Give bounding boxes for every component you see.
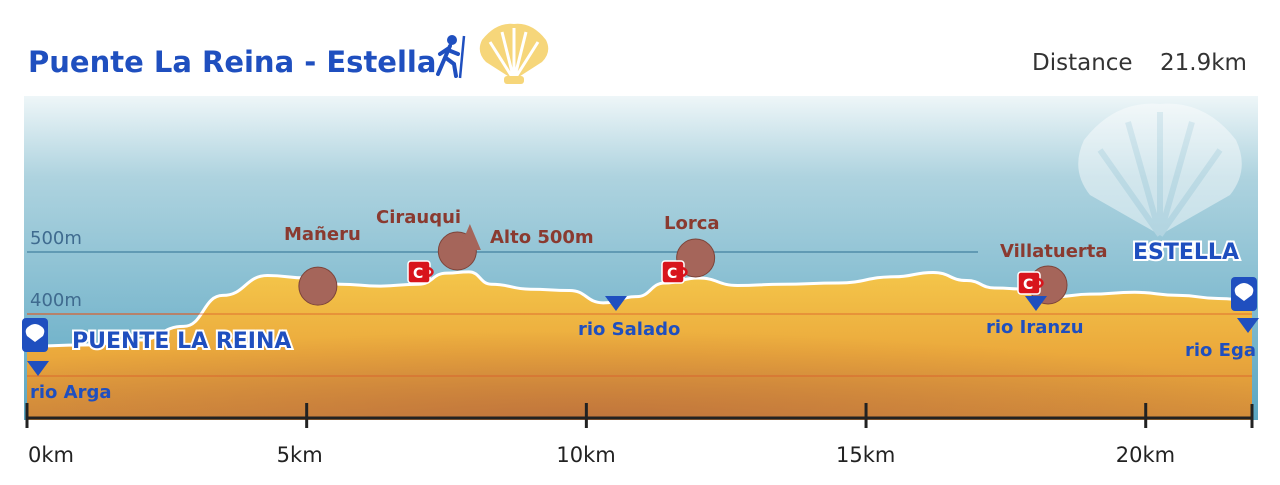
cafe-icon-handle [428, 266, 434, 278]
river-marker-icon [1237, 318, 1259, 333]
town-label-puente-la-reina: PUENTE LA REINA [72, 329, 291, 354]
town-label-lorca: Lorca [664, 213, 720, 234]
page-title: Puente La Reina - Estella [28, 45, 436, 79]
distance-label: Distance [1032, 50, 1133, 76]
cafe-icon-handle [682, 266, 688, 278]
scallop-shell-badge-icon [22, 318, 48, 352]
route-markers: PUENTE LA REINA Mañeru C Cirauqui Alto 500m C… [22, 207, 1259, 403]
x-tick-label: 0km [28, 443, 74, 467]
town-label-villatuerta: Villatuerta [1000, 241, 1108, 262]
distance-value: 21.9km [1160, 50, 1247, 76]
cafe-icon-letter: C [1023, 277, 1033, 293]
scallop-shell-icon [479, 23, 549, 84]
scallop-shell-badge-icon [1231, 277, 1257, 311]
x-tick-label: 15km [836, 443, 895, 467]
cafe-icon: C [661, 260, 688, 284]
cafe-icon-body [661, 260, 685, 284]
river-label-salado: rio Salado [578, 319, 680, 340]
x-axis: 0km 5km 10km 15km 20km [25, 403, 1254, 467]
town-label-cirauqui: Cirauqui [376, 207, 461, 228]
river-marker-icon [27, 361, 49, 376]
town-label-estella: ESTELLA [1133, 240, 1239, 265]
hiker-icon [436, 35, 466, 79]
gridline-label: 500m [30, 228, 82, 249]
cafe-icon-body [407, 260, 431, 284]
x-tick-label: 10km [556, 443, 615, 467]
watermark-shell-icon [1078, 103, 1242, 237]
town-marker-lorca [676, 238, 716, 278]
cafe-icon: C [1017, 271, 1044, 295]
profile-area [26, 270, 1253, 420]
river-label-iranzu: rio Iranzu [986, 317, 1084, 338]
river-label-ega: rio Ega [1185, 340, 1256, 361]
gridline-label: 400m [30, 290, 82, 311]
river-label-arga: rio Arga [30, 382, 112, 403]
town-marker-maneru [298, 266, 338, 306]
river-marker-icon [605, 296, 627, 311]
cafe-icon: C [407, 260, 434, 284]
x-tick-label: 5km [277, 443, 323, 467]
shell-badge-shell [25, 324, 45, 342]
x-tick-label: 20km [1116, 443, 1175, 467]
cafe-icon-handle [1038, 277, 1044, 289]
shell-badge-shell [1234, 283, 1254, 301]
river-marker-icon [1025, 296, 1047, 311]
town-label-maneru: Mañeru [284, 224, 361, 245]
cafe-icon-letter: C [413, 266, 423, 282]
cafe-icon-letter: C [667, 266, 677, 282]
summit-label: Alto 500m [490, 227, 594, 248]
cafe-icon-body [1017, 271, 1041, 295]
summit-icon [458, 224, 481, 250]
profile-shading [27, 271, 1252, 420]
